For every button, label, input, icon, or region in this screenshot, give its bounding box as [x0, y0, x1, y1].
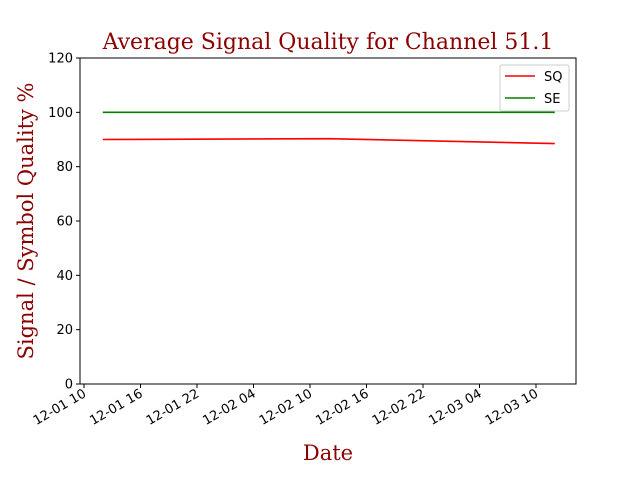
x-tick-label: 12-01 16 — [87, 386, 145, 428]
y-tick-label: 80 — [56, 160, 73, 175]
x-axis-label: Date — [303, 441, 353, 465]
x-tick-label: 12-02 22 — [370, 386, 428, 428]
chart-title: Average Signal Quality for Channel 51.1 — [102, 30, 554, 55]
y-axis-ticks: 0 20 40 60 80 100 120 — [48, 52, 80, 393]
x-tick-label: 12-02 04 — [200, 386, 258, 428]
legend-label-se: SE — [544, 92, 560, 107]
x-tick-label: 12-03 10 — [483, 386, 541, 428]
series-lines — [102, 111, 555, 145]
x-tick-label: 12-02 16 — [313, 386, 371, 428]
y-tick-label: 20 — [56, 323, 73, 338]
series-line-sq — [102, 137, 555, 145]
x-tick-label: 12-01 22 — [144, 386, 202, 428]
x-tick-label: 12-03 04 — [426, 386, 484, 428]
x-tick-label: 12-01 10 — [31, 386, 89, 428]
y-axis-label: Signal / Symbol Quality % — [14, 83, 38, 360]
y-tick-label: 40 — [56, 269, 73, 284]
legend-label-sq: SQ — [544, 70, 562, 85]
y-tick-label: 100 — [48, 106, 73, 121]
y-tick-label: 120 — [48, 52, 73, 67]
x-tick-label: 12-02 10 — [257, 386, 315, 428]
y-tick-label: 60 — [56, 215, 73, 230]
legend: SQ SE — [499, 64, 570, 112]
y-tick-label: 0 — [65, 378, 73, 393]
